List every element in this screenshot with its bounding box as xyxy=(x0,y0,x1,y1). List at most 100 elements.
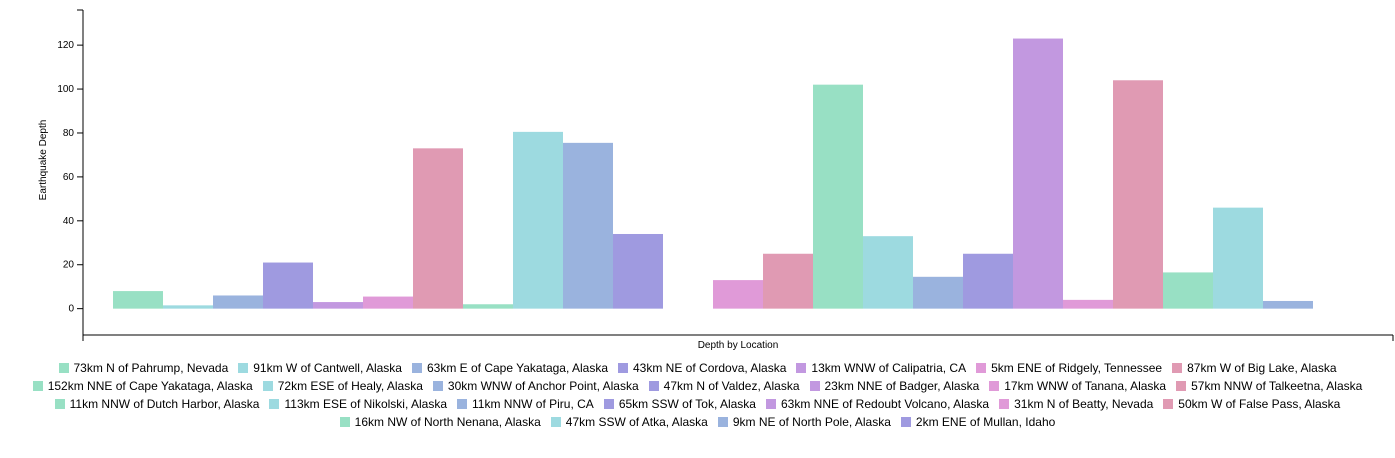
legend-swatch xyxy=(999,399,1010,409)
legend-swatch xyxy=(900,417,911,427)
legend-item: 16km NW of North Nenana, Alaska xyxy=(339,415,541,429)
legend-swatch xyxy=(550,417,561,427)
legend-label: 23km NNE of Badger, Alaska xyxy=(824,379,980,393)
bar xyxy=(1163,272,1213,309)
legend-item: 72km ESE of Healy, Alaska xyxy=(262,379,423,393)
legend-label: 63km E of Cape Yakataga, Alaska xyxy=(426,361,608,375)
legend-swatch xyxy=(262,381,273,391)
legend-item: 31km N of Beatty, Nevada xyxy=(999,397,1153,411)
legend-item: 73km N of Pahrump, Nevada xyxy=(58,361,229,375)
legend-swatch xyxy=(432,381,443,391)
legend-item: 9km NE of North Pole, Alaska xyxy=(717,415,891,429)
y-tick-label: 100 xyxy=(57,84,74,95)
legend-label: 73km N of Pahrump, Nevada xyxy=(73,361,229,375)
legend-swatch xyxy=(618,363,628,373)
legend-label: 152km NNE of Cape Yakataga, Alaska xyxy=(47,379,253,393)
bar xyxy=(213,295,263,309)
bar xyxy=(413,148,463,309)
legend-swatch xyxy=(269,399,280,409)
legend-swatch xyxy=(32,381,43,391)
legend-item: 65km SSW of Tok, Alaska xyxy=(603,397,756,411)
legend-item: 11km NNW of Piru, CA xyxy=(457,397,594,411)
legend-item: 11km NNW of Dutch Harbor, Alaska xyxy=(54,397,260,411)
legend-item: 43km NE of Cordova, Alaska xyxy=(618,361,786,375)
legend-label: 72km ESE of Healy, Alaska xyxy=(277,379,423,393)
legend-item: 23km NNE of Badger, Alaska xyxy=(809,379,980,393)
bar xyxy=(613,233,663,309)
legend-swatch xyxy=(1176,381,1187,391)
legend-item: 30km WNW of Anchor Point, Alaska xyxy=(432,379,639,393)
legend-label: 11km NNW of Dutch Harbor, Alaska xyxy=(69,397,260,411)
legend-swatch xyxy=(1172,363,1183,373)
bar xyxy=(1263,300,1313,309)
bar xyxy=(513,131,563,309)
legend-label: 5km ENE of Ridgely, Tennessee xyxy=(991,361,1163,375)
legend-label: 87km W of Big Lake, Alaska xyxy=(1187,361,1337,375)
legend-label: 47km N of Valdez, Alaska xyxy=(663,379,800,393)
bar xyxy=(263,262,313,309)
legend-item: 5km ENE of Ridgely, Tennessee xyxy=(976,361,1162,375)
bar xyxy=(163,305,213,309)
y-tick-label: 20 xyxy=(63,260,75,271)
bar xyxy=(563,142,613,309)
legend-item: 91km W of Cantwell, Alaska xyxy=(238,361,402,375)
legend-swatch xyxy=(339,417,350,427)
bar xyxy=(313,302,363,309)
x-axis-label: Depth by Location xyxy=(698,340,779,351)
y-axis-label: Earthquake Depth xyxy=(38,120,49,201)
legend-swatch xyxy=(457,399,467,409)
legend-label: 63km NNE of Redoubt Volcano, Alaska xyxy=(780,397,990,411)
legend-label: 30km WNW of Anchor Point, Alaska xyxy=(447,379,639,393)
legend-item: 17km WNW of Tanana, Alaska xyxy=(989,379,1166,393)
y-tick-label: 80 xyxy=(63,128,75,139)
legend-item: 113km ESE of Nikolski, Alaska xyxy=(269,397,447,411)
legend-item: 57km NNW of Talkeetna, Alaska xyxy=(1176,379,1362,393)
legend-item: 47km N of Valdez, Alaska xyxy=(648,379,800,393)
legend-label: 2km ENE of Mullan, Idaho xyxy=(915,415,1056,429)
legend-label: 91km W of Cantwell, Alaska xyxy=(253,361,402,375)
legend-label: 50km W of False Pass, Alaska xyxy=(1178,397,1341,411)
legend-item: 2km ENE of Mullan, Idaho xyxy=(900,415,1056,429)
y-tick-label: 0 xyxy=(68,304,74,315)
legend-swatch xyxy=(238,363,249,373)
legend-swatch xyxy=(58,363,69,373)
legend-swatch xyxy=(717,417,728,427)
legend-swatch xyxy=(411,363,422,373)
legend-label: 13km WNW of Calipatria, CA xyxy=(811,361,967,375)
legend-swatch xyxy=(989,381,1000,391)
bar xyxy=(113,291,163,309)
chart: Depth by Location Earthquake Depth 0 20 40… xyxy=(38,9,1394,351)
legend-swatch xyxy=(1163,399,1174,409)
legend-label: 57km NNW of Talkeetna, Alaska xyxy=(1191,379,1363,393)
legend-label: 9km NE of North Pole, Alaska xyxy=(732,415,891,429)
bar xyxy=(1113,80,1163,309)
bar xyxy=(1213,207,1263,309)
legend-label: 16km NW of North Nenana, Alaska xyxy=(354,415,541,429)
bar xyxy=(763,253,813,309)
legend-label: 31km N of Beatty, Nevada xyxy=(1014,397,1154,411)
bar xyxy=(713,280,763,309)
legend-swatch xyxy=(603,399,614,409)
legend-item: 152km NNE of Cape Yakataga, Alaska xyxy=(32,379,253,393)
bar xyxy=(1013,38,1063,309)
bar xyxy=(1063,299,1113,309)
bar xyxy=(463,304,513,309)
legend-swatch xyxy=(796,363,807,373)
y-tick-label: 40 xyxy=(63,216,75,227)
bar xyxy=(963,253,1013,309)
legend-item: 50km W of False Pass, Alaska xyxy=(1163,397,1340,411)
legend-item: 63km NNE of Redoubt Volcano, Alaska xyxy=(765,397,990,411)
legend-item: 63km E of Cape Yakataga, Alaska xyxy=(411,361,608,375)
legend-label: 11km NNW of Piru, CA xyxy=(472,397,594,411)
legend-item: 87km W of Big Lake, Alaska xyxy=(1172,361,1337,375)
legend-item: 47km SSW of Atka, Alaska xyxy=(550,415,708,429)
legend-swatch xyxy=(54,399,65,409)
bar xyxy=(863,236,913,309)
legend-label: 47km SSW of Atka, Alaska xyxy=(565,415,708,429)
bar xyxy=(363,296,413,309)
legend-label: 113km ESE of Nikolski, Alaska xyxy=(284,397,447,411)
bar xyxy=(913,276,963,309)
legend: 73km N of Pahrump, Nevada 91km W of Cantw… xyxy=(20,361,1375,429)
legend-swatch xyxy=(976,363,987,373)
